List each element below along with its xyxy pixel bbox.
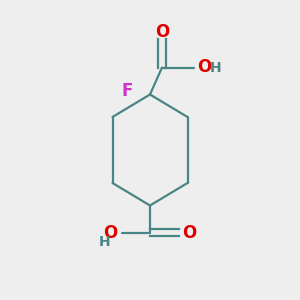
Text: O: O — [182, 224, 197, 242]
Text: O: O — [197, 58, 212, 76]
Text: O: O — [103, 224, 118, 242]
Text: H: H — [98, 235, 110, 248]
Text: H: H — [210, 61, 222, 75]
Text: O: O — [155, 23, 169, 41]
Text: F: F — [122, 82, 133, 100]
